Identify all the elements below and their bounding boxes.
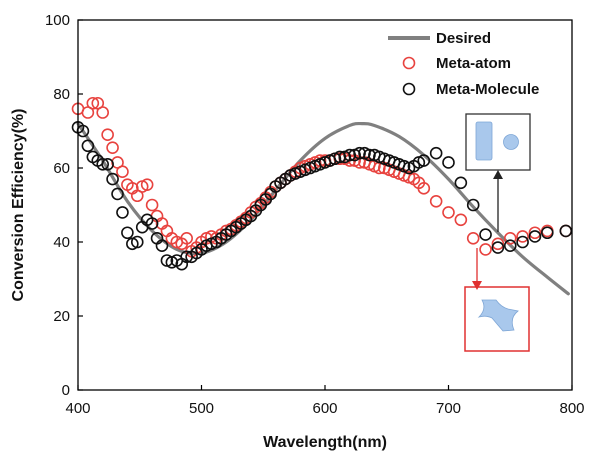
data-point-meta-molecule bbox=[442, 156, 455, 169]
data-point-meta-atom bbox=[516, 230, 529, 243]
data-point-meta-atom bbox=[180, 232, 193, 245]
legend-label-meta-atom: Meta-atom bbox=[436, 55, 511, 72]
data-point-meta-atom bbox=[454, 213, 468, 227]
round-pillar-icon bbox=[503, 134, 519, 150]
data-point-meta-molecule bbox=[540, 226, 554, 240]
data-point-meta-molecule bbox=[116, 206, 129, 219]
inset-meta-molecule bbox=[465, 113, 531, 171]
curved-meta-atom-icon bbox=[477, 299, 519, 332]
data-point-meta-atom bbox=[140, 178, 154, 191]
data-point-meta-molecule bbox=[130, 235, 144, 249]
data-point-meta-molecule bbox=[96, 158, 109, 171]
plot-area bbox=[71, 96, 573, 296]
y-axis-title: Conversion Efficiency(%) bbox=[10, 109, 27, 302]
y-tick-label: 20 bbox=[53, 308, 70, 325]
legend-marker-meta-molecule bbox=[402, 82, 416, 96]
data-point-meta-atom bbox=[145, 198, 159, 212]
data-point-meta-atom bbox=[101, 128, 114, 141]
data-point-meta-molecule bbox=[101, 158, 114, 171]
data-point-meta-atom bbox=[503, 232, 517, 245]
x-tick-label: 400 bbox=[65, 400, 90, 417]
legend-label-desired: Desired bbox=[436, 30, 491, 47]
inset-meta-molecule-arrow bbox=[493, 170, 503, 232]
y-tick-label: 40 bbox=[53, 234, 70, 251]
x-tick-label: 700 bbox=[436, 400, 461, 417]
x-tick-label: 600 bbox=[312, 400, 337, 417]
data-point-meta-molecule bbox=[466, 198, 480, 212]
data-point-meta-molecule bbox=[454, 176, 468, 190]
data-point-meta-atom bbox=[442, 206, 455, 219]
data-point-meta-molecule bbox=[503, 239, 517, 252]
data-point-meta-atom bbox=[466, 232, 480, 245]
data-point-meta-molecule bbox=[145, 217, 159, 230]
data-point-meta-atom bbox=[417, 182, 431, 195]
x-tick-label: 500 bbox=[189, 400, 214, 417]
legend-marker-meta-atom bbox=[402, 56, 416, 70]
data-point-meta-molecule bbox=[491, 241, 505, 254]
data-point-meta-molecule bbox=[559, 224, 573, 238]
series-line-desired bbox=[76, 121, 570, 296]
data-point-meta-molecule bbox=[479, 228, 492, 241]
y-tick-label: 100 bbox=[45, 12, 70, 29]
data-point-meta-atom bbox=[116, 165, 129, 178]
axes: 400 500 600 700 800 0 20 40 60 80 100 bbox=[45, 12, 585, 417]
series-meta-molecule bbox=[71, 121, 573, 271]
y-tick-label: 60 bbox=[53, 160, 70, 177]
data-point-meta-molecule bbox=[528, 230, 542, 243]
data-point-meta-molecule bbox=[516, 235, 529, 249]
x-axis-title: Wavelength(nm) bbox=[263, 434, 387, 451]
x-tick-label: 800 bbox=[559, 400, 584, 417]
data-point-meta-atom bbox=[429, 195, 443, 208]
y-tick-label: 80 bbox=[53, 86, 70, 103]
inset-meta-atom bbox=[464, 286, 530, 352]
data-point-meta-atom bbox=[106, 141, 119, 154]
legend-label-meta-molecule: Meta-Molecule bbox=[436, 81, 539, 98]
data-point-meta-atom bbox=[528, 226, 542, 240]
data-point-meta-molecule bbox=[111, 187, 124, 201]
data-point-meta-molecule bbox=[429, 146, 443, 160]
inset-meta-atom-arrow bbox=[472, 248, 482, 290]
data-point-meta-atom bbox=[491, 237, 505, 251]
data-point-meta-molecule bbox=[106, 172, 119, 186]
data-point-meta-atom bbox=[86, 96, 100, 110]
y-tick-label: 0 bbox=[62, 382, 70, 399]
data-point-meta-molecule bbox=[81, 139, 95, 153]
data-point-meta-atom bbox=[96, 106, 109, 119]
legend: Desired Meta-atom Meta-Molecule bbox=[388, 30, 539, 98]
data-point-meta-molecule bbox=[155, 239, 169, 252]
data-point-meta-atom bbox=[479, 243, 492, 256]
data-point-meta-molecule bbox=[121, 226, 134, 240]
data-point-meta-molecule bbox=[417, 154, 431, 167]
rectangle-pillar-icon bbox=[475, 121, 493, 161]
